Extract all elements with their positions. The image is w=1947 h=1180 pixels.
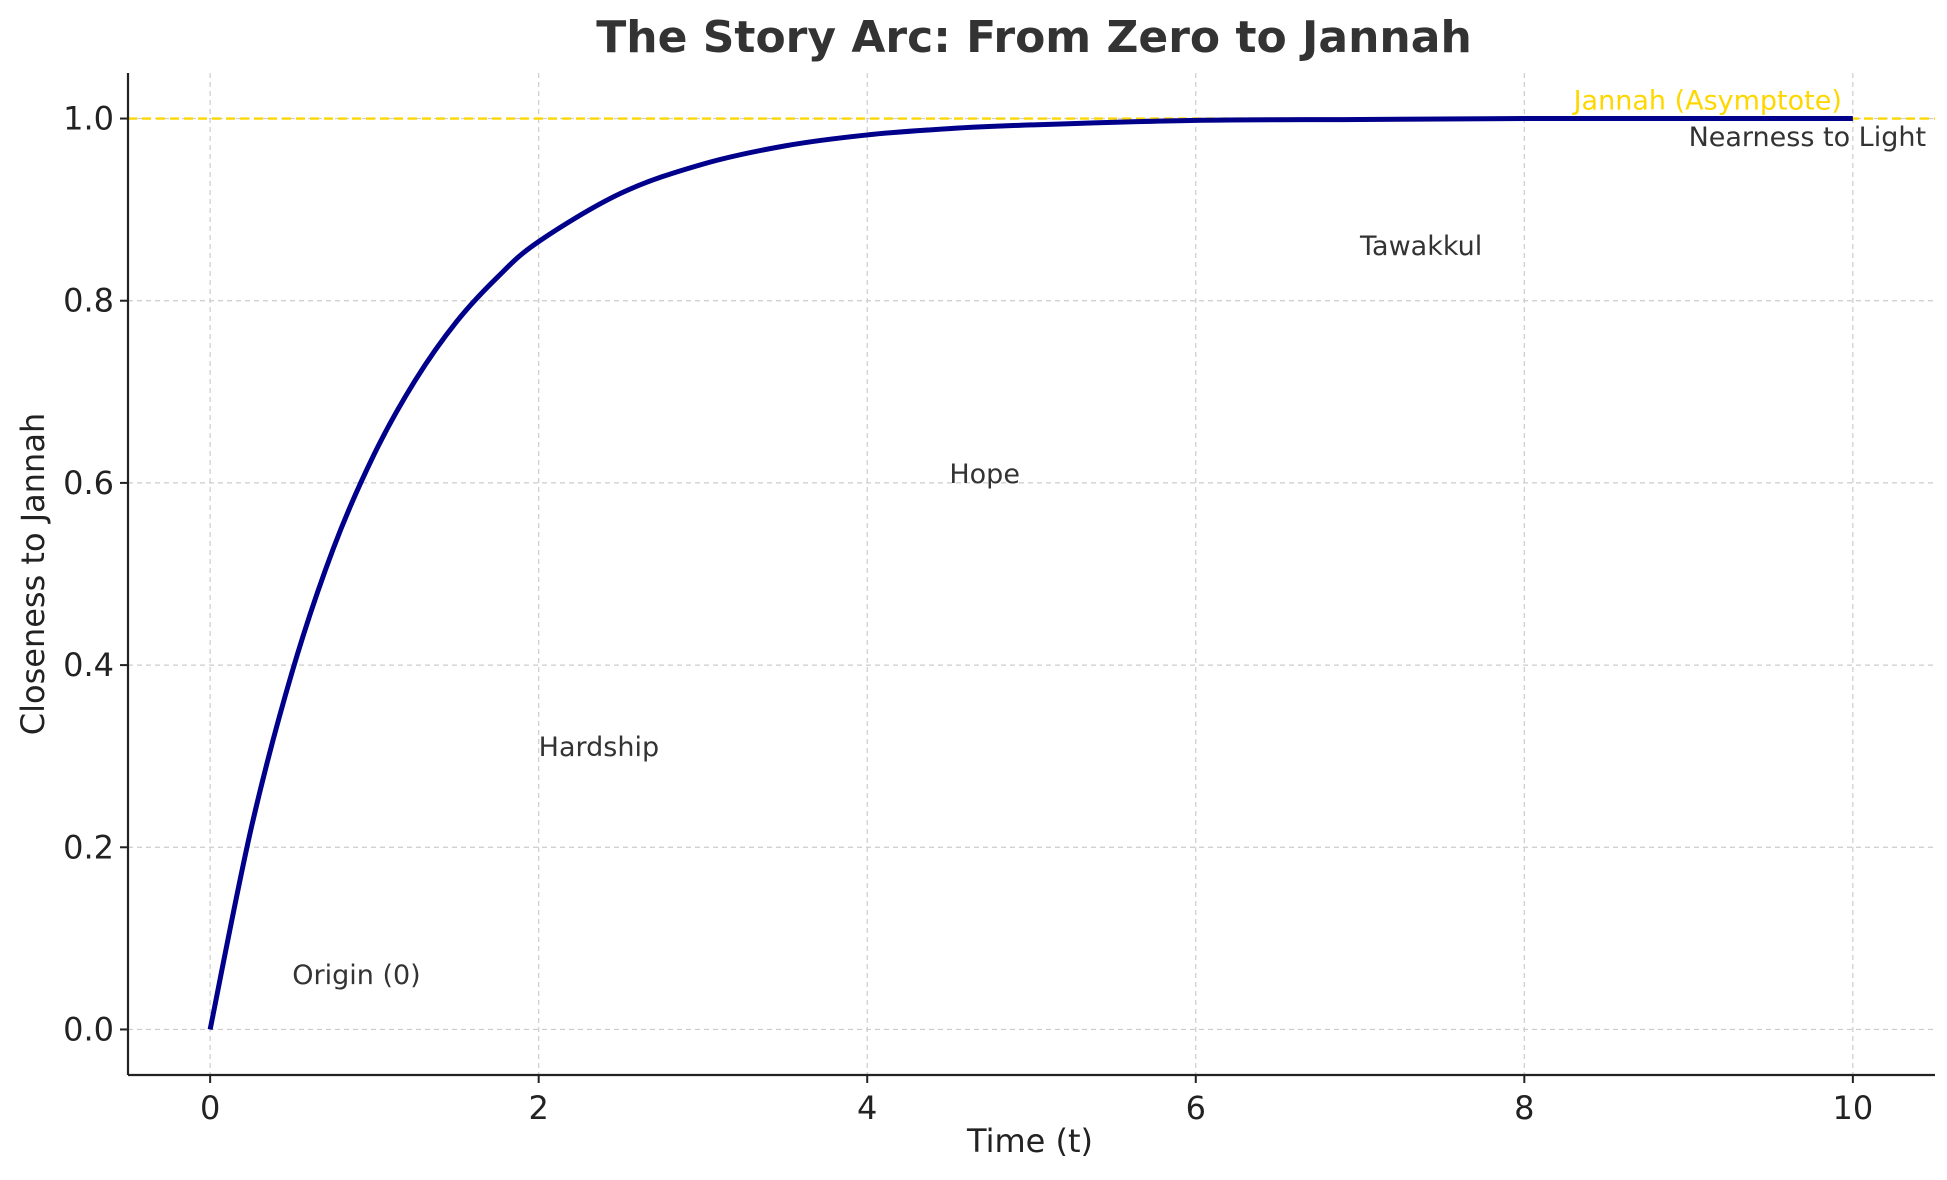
chart-title: The Story Arc: From Zero to Jannah bbox=[596, 12, 1472, 63]
annotation-label: Hardship bbox=[539, 732, 659, 763]
y-tick-label: 1.0 bbox=[63, 100, 114, 138]
y-axis-label: Closeness to Jannah bbox=[14, 413, 52, 735]
series-layer bbox=[207, 115, 1853, 1030]
x-tick-label: 0 bbox=[200, 1089, 220, 1127]
asymptote-label: Jannah (Asymptote) bbox=[1572, 85, 1842, 116]
x-axis-label: Time (t) bbox=[966, 1122, 1093, 1160]
annotation-label: Hope bbox=[949, 459, 1020, 490]
y-tick-label: 0.8 bbox=[63, 282, 114, 320]
x-tick-label: 2 bbox=[529, 1089, 549, 1127]
y-tick-label: 0.6 bbox=[63, 464, 114, 502]
annotation-layer: Origin (0) Hardship Hope Tawakkul Nearness t… bbox=[292, 122, 1926, 991]
series-line bbox=[207, 115, 1853, 1030]
y-tick-label: 0.0 bbox=[63, 1010, 114, 1048]
asymptote-layer: Jannah (Asymptote) bbox=[128, 85, 1935, 120]
x-tick-label: 8 bbox=[1514, 1089, 1534, 1127]
x-tick-label: 4 bbox=[857, 1089, 877, 1127]
y-tick-label: 0.2 bbox=[63, 828, 114, 866]
x-tick-label: 6 bbox=[1186, 1089, 1206, 1127]
grid-layer bbox=[128, 73, 1935, 1075]
annotation-label: Tawakkul bbox=[1359, 231, 1482, 262]
annotation-label: Origin (0) bbox=[292, 960, 420, 991]
axis-layer: 0 2 4 6 8 10 0.0 0.2 0.4 0.6 0.8 1.0 bbox=[63, 73, 1935, 1127]
annotation-label: Nearness to Light bbox=[1689, 122, 1927, 153]
y-tick-label: 0.4 bbox=[63, 646, 114, 684]
x-tick-label: 10 bbox=[1833, 1089, 1874, 1127]
